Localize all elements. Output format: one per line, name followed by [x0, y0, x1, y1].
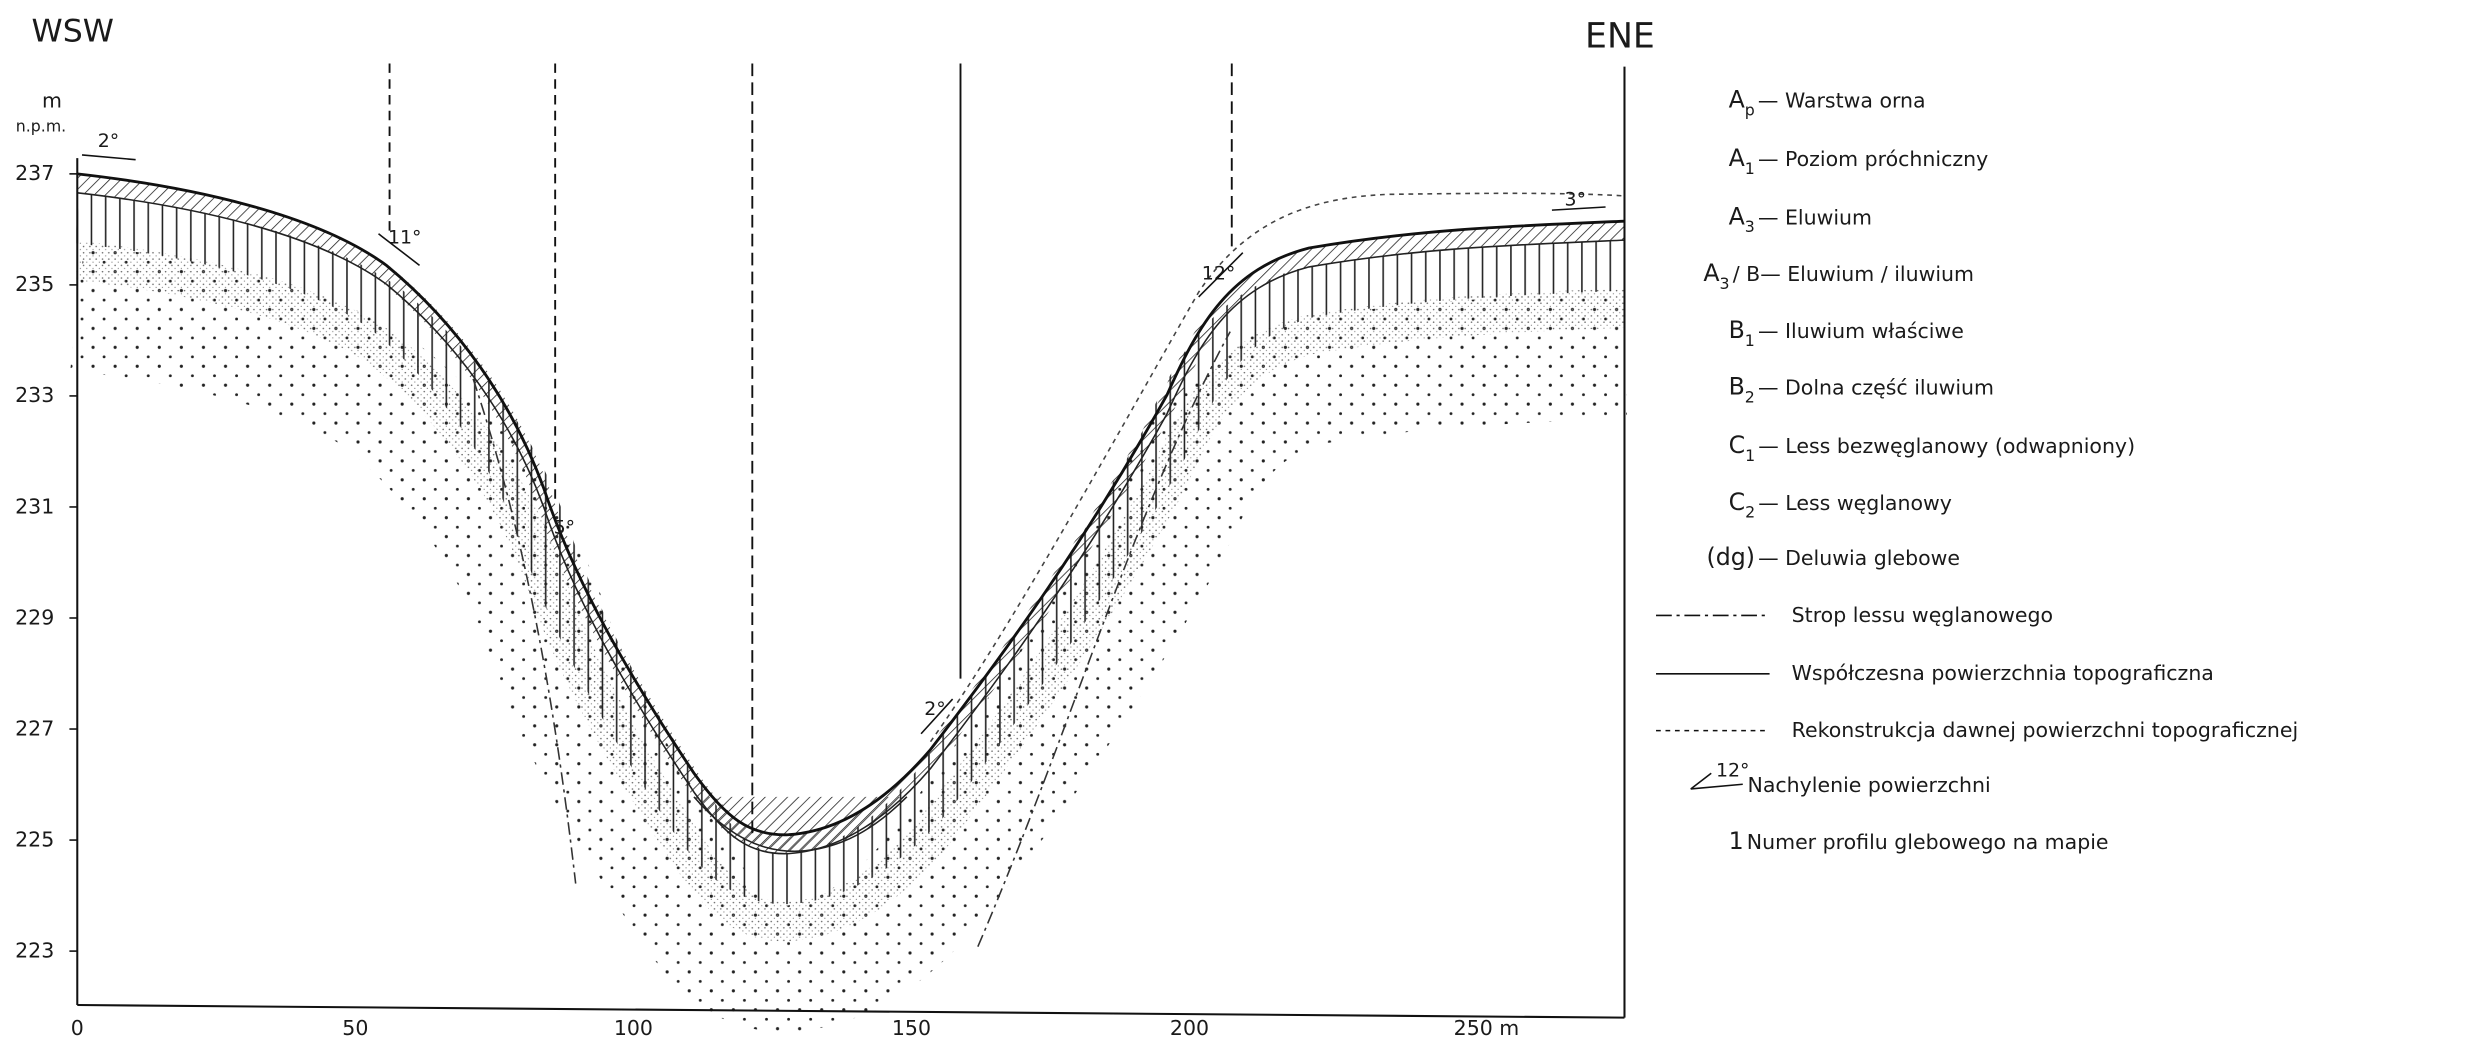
legend-entry: B2— Dolna część iluwium	[1729, 373, 1994, 407]
legend-text: Rekonstrukcja dawnej powierzchni topogra…	[1792, 718, 2299, 742]
y-tick-label: 231	[15, 494, 54, 518]
legend-symbol: 1	[1729, 827, 1744, 855]
x-tick-label: 250 m	[1454, 1016, 1520, 1040]
y-tick-label: 227	[15, 716, 54, 740]
slope-label: 2°	[924, 698, 945, 720]
legend-subscript: 1	[1745, 331, 1755, 350]
direction-right: ENE	[1585, 17, 1655, 57]
y-tick-label: 233	[15, 383, 54, 407]
y-unit: m	[42, 89, 62, 113]
legend-subscript: 1	[1745, 446, 1755, 465]
legend-symbol: A	[1729, 144, 1745, 172]
legend-symbol: (dg)	[1706, 543, 1754, 571]
legend-text: Współczesna powierzchnia topograficzna	[1792, 661, 2214, 685]
slope-label: 3°	[1565, 188, 1586, 210]
colluvium	[693, 796, 908, 853]
slope-arrow	[1198, 252, 1244, 298]
slope-arrow	[920, 698, 954, 735]
legend-symbol: A	[1703, 259, 1719, 287]
legend-entry: C2— Less węglanowy	[1729, 488, 1952, 522]
legend-text: Nachylenie powierzchni	[1748, 773, 1991, 797]
legend-entry: (dg) — Deluwia glebowe	[1706, 543, 1960, 571]
x-tick-label: 200	[1170, 1016, 1209, 1040]
y-tick-label: 235	[15, 272, 54, 296]
loess-top	[472, 331, 1231, 947]
legend-subscript: 1	[1745, 159, 1755, 178]
legend-symbol: A	[1729, 86, 1745, 114]
legend-text: — Eluwium	[1758, 205, 1872, 229]
legend-text: Strop lessu węglanowego	[1792, 603, 2053, 627]
legend-entry: A1— Poziom próchniczny	[1729, 144, 1989, 178]
legend-subscript: 3	[1745, 217, 1755, 236]
axes	[76, 66, 1626, 1019]
slope-label: 11°	[388, 226, 422, 248]
legend-text: — Less węglanowy	[1758, 491, 1952, 515]
slope-arrow	[81, 154, 136, 161]
legend-symbol: A	[1729, 202, 1745, 230]
legend-sample	[1690, 772, 1712, 790]
y-unit-note: n.p.m.	[16, 116, 66, 135]
legend-entry: Ap — Warstwa orna	[1729, 86, 1926, 120]
legend-text: — Dolna część iluwium	[1758, 376, 1994, 400]
legend-subscript: 2	[1745, 388, 1755, 407]
y-tick-label: 237	[15, 161, 54, 185]
legend-entry: C1— Less bezwęglanowy (odwapniony)	[1729, 431, 2136, 465]
legend-symbol: B	[1729, 373, 1745, 401]
legend-entry: 1 Numer profilu glebowego na mapie	[1729, 827, 2109, 855]
legend-subscript: 3	[1720, 274, 1730, 293]
horizons	[77, 172, 1625, 969]
legend-subscript: p	[1745, 101, 1755, 120]
legend-text: — Warstwa orna	[1758, 89, 1926, 113]
legend-text: — Less bezwęglanowy (odwapniony)	[1758, 434, 2135, 458]
reconstructed-surface	[929, 192, 1625, 743]
legend-sample	[1690, 783, 1743, 790]
slopes: 2° 11° 5° 2° 12° 3°	[81, 130, 1606, 735]
legend-text: — Poziom próchniczny	[1758, 147, 1988, 171]
legend-subscript: 2	[1745, 503, 1755, 522]
legend-text: — Deluwia glebowe	[1758, 546, 1960, 570]
legend-entry: A3/ B— Eluwium / iluwium	[1703, 259, 1974, 293]
slope-label: 5°	[554, 516, 575, 538]
legend-symbol: B	[1729, 316, 1745, 344]
legend-text: Numer profilu glebowego na mapie	[1747, 830, 2109, 854]
slope-arrow	[378, 233, 421, 266]
y-ticks: 237 235 233 231 229 227 225 223	[15, 161, 78, 962]
legend-text: — Iluwium właściwe	[1758, 319, 1964, 343]
x-tick-label: 100	[614, 1016, 653, 1040]
y-tick-label: 229	[15, 605, 54, 629]
legend-symbol: C	[1729, 488, 1746, 516]
x-tick-label: 0	[71, 1016, 84, 1040]
slope-arrow	[1551, 206, 1606, 211]
direction-left: WSW	[32, 13, 114, 49]
x-tick-label: 150	[892, 1016, 931, 1040]
legend-text: / B— Eluwium / iluwium	[1733, 262, 1974, 286]
y-tick-label: 223	[15, 938, 54, 962]
x-tick-label: 50	[342, 1016, 368, 1040]
x-ticks: 0 50 100 150 200 250 m	[71, 1016, 1520, 1040]
profile-lines	[388, 63, 1233, 834]
slope-label: 2°	[98, 130, 119, 152]
legend-symbol: C	[1729, 431, 1746, 459]
legend-entry: A3— Eluwium	[1729, 202, 1872, 236]
y-tick-label: 225	[15, 827, 54, 851]
x-axis	[77, 1004, 1625, 1019]
legend-symbol: 12°	[1716, 759, 1750, 781]
legend-entry: B1— Iluwium właściwe	[1729, 316, 1964, 350]
